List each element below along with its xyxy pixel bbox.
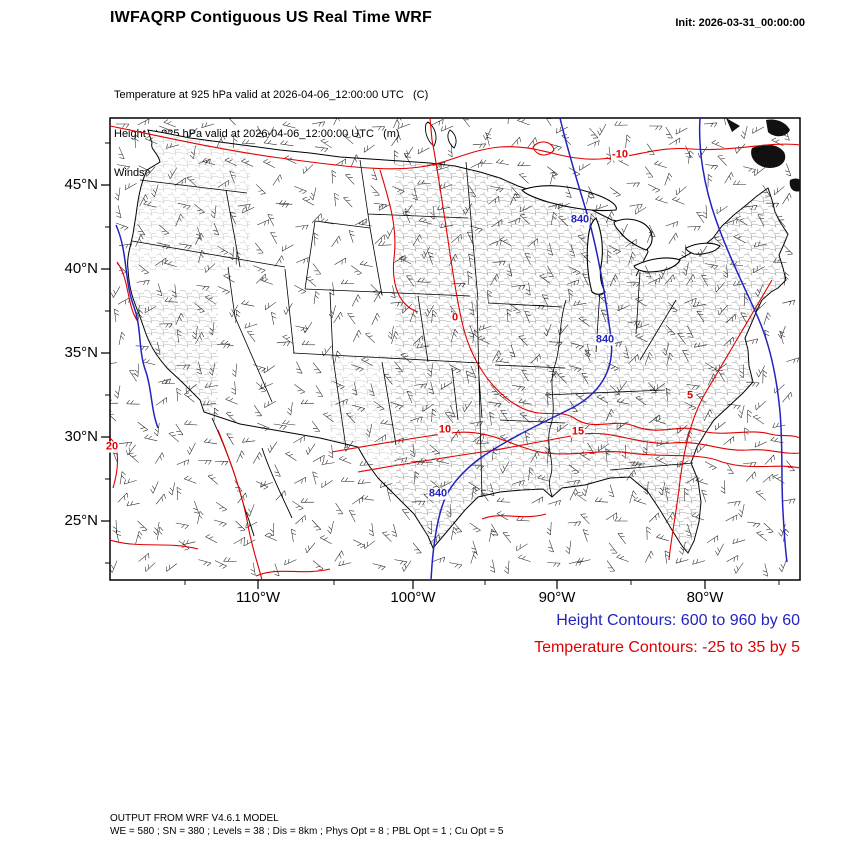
axis-ticks [101,142,780,589]
x-tick-90W: 90°W [538,589,576,606]
init-timestamp: Init: 2026-03-31_00:00:00 [675,17,805,29]
footer-block: OUTPUT FROM WRF V4.6.1 MODEL WE = 580 ; … [110,812,503,838]
contour-label-height-3: 840 [594,333,616,346]
footer-config-line: WE = 580 ; SN = 380 ; Levels = 38 ; Dis … [110,826,504,837]
x-tick-80W: 80°W [686,589,724,606]
field-info-temperature: Temperature at 925 hPa valid at 2026-04-… [114,89,429,101]
temperature-contours [110,118,800,580]
y-tick-25N: 25°N [64,512,98,529]
contour-label-temperature-6: 15 [570,425,586,438]
x-tick-110W: 110°W [235,589,281,606]
plot-title: IWFAQRP Contiguous US Real Time WRF [110,9,432,26]
y-tick-45N: 45°N [64,176,98,193]
wind-barbs [110,118,800,577]
y-tick-40N: 40°N [64,260,98,277]
contour-label-height-1: 840 [569,213,591,226]
y-tick-30N: 30°N [64,428,98,445]
legend-temperature-contours: Temperature Contours: -25 to 35 by 5 [534,639,800,656]
x-tick-100W: 100°W [390,589,436,606]
map-frame [109,117,801,581]
contour-label-temperature-4: 5 [685,389,695,402]
y-tick-35N: 35°N [64,344,98,361]
contour-label-temperature-7: 20 [104,440,120,453]
contour-label-temperature-2: 0 [450,311,460,324]
contour-label-height-8: 840 [427,487,449,500]
legend-height-contours: Height Contours: 600 to 960 by 60 [556,612,800,629]
contour-label-temperature-5: 10 [437,423,453,436]
great-lakes [521,185,721,295]
footer-model-line: OUTPUT FROM WRF V4.6.1 MODEL [110,813,279,824]
state-borders [131,159,694,498]
contour-label-temperature-0: -10 [611,148,629,161]
